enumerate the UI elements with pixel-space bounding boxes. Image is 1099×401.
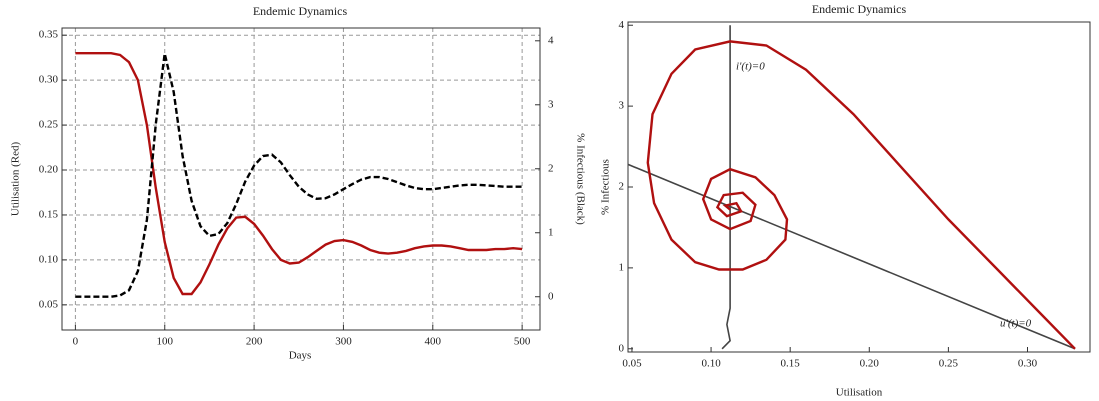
y-tick-label: 0.20 — [39, 164, 59, 176]
x-axis-label: Utilisation — [836, 387, 883, 399]
series-line — [721, 25, 731, 350]
annotation: u'(t)=0 — [1000, 318, 1032, 330]
y2-tick-label: 1 — [548, 226, 554, 238]
series-line — [646, 40, 1076, 350]
y-tick-label: 3 — [619, 100, 625, 112]
x-tick-label: 0 — [73, 336, 79, 348]
y-tick-label: 0.25 — [39, 119, 59, 131]
y-axis-label: % Infectious — [600, 159, 612, 215]
x-tick-label: 400 — [425, 336, 442, 348]
y-tick-label: 0.35 — [39, 29, 59, 41]
y-tick-label: 0.15 — [39, 208, 59, 220]
plot-frame — [61, 27, 541, 331]
y2-axis-label: % Infectious (Black) — [574, 133, 586, 225]
x-tick-label: 0.05 — [622, 358, 642, 370]
y-tick-label: 2 — [619, 181, 625, 193]
chart-title: Endemic Dynamics — [812, 2, 907, 16]
x-tick-label: 500 — [514, 336, 531, 348]
plot-frame — [627, 21, 1091, 353]
y2-tick-label: 3 — [548, 98, 554, 110]
series-line — [75, 52, 523, 296]
x-tick-label: 100 — [156, 336, 173, 348]
x-tick-label: 200 — [246, 336, 263, 348]
x-axis-label: Days — [289, 350, 312, 362]
y-tick-label: 0 — [619, 342, 625, 354]
y-tick-label: 0.05 — [39, 298, 59, 310]
x-tick-label: 0.20 — [860, 358, 880, 370]
y-tick-label: 1 — [619, 261, 625, 273]
y2-tick-label: 2 — [548, 162, 554, 174]
series-line — [75, 53, 523, 298]
y2-tick-label: 0 — [548, 290, 554, 302]
y-tick-label: 0.10 — [39, 253, 59, 265]
y-tick-label: 4 — [619, 19, 625, 31]
series-line — [627, 163, 1076, 350]
x-tick-label: 0.10 — [701, 358, 721, 370]
y2-tick-label: 4 — [548, 34, 554, 46]
x-tick-label: 300 — [335, 336, 352, 348]
y-axis-label: Utilisation (Red) — [10, 142, 22, 217]
x-tick-label: 0.25 — [939, 358, 959, 370]
chart-title: Endemic Dynamics — [253, 4, 348, 18]
x-tick-label: 0.30 — [1018, 358, 1038, 370]
annotation: i'(t)=0 — [736, 61, 765, 73]
x-tick-label: 0.15 — [781, 358, 801, 370]
y-tick-label: 0.30 — [39, 74, 59, 86]
